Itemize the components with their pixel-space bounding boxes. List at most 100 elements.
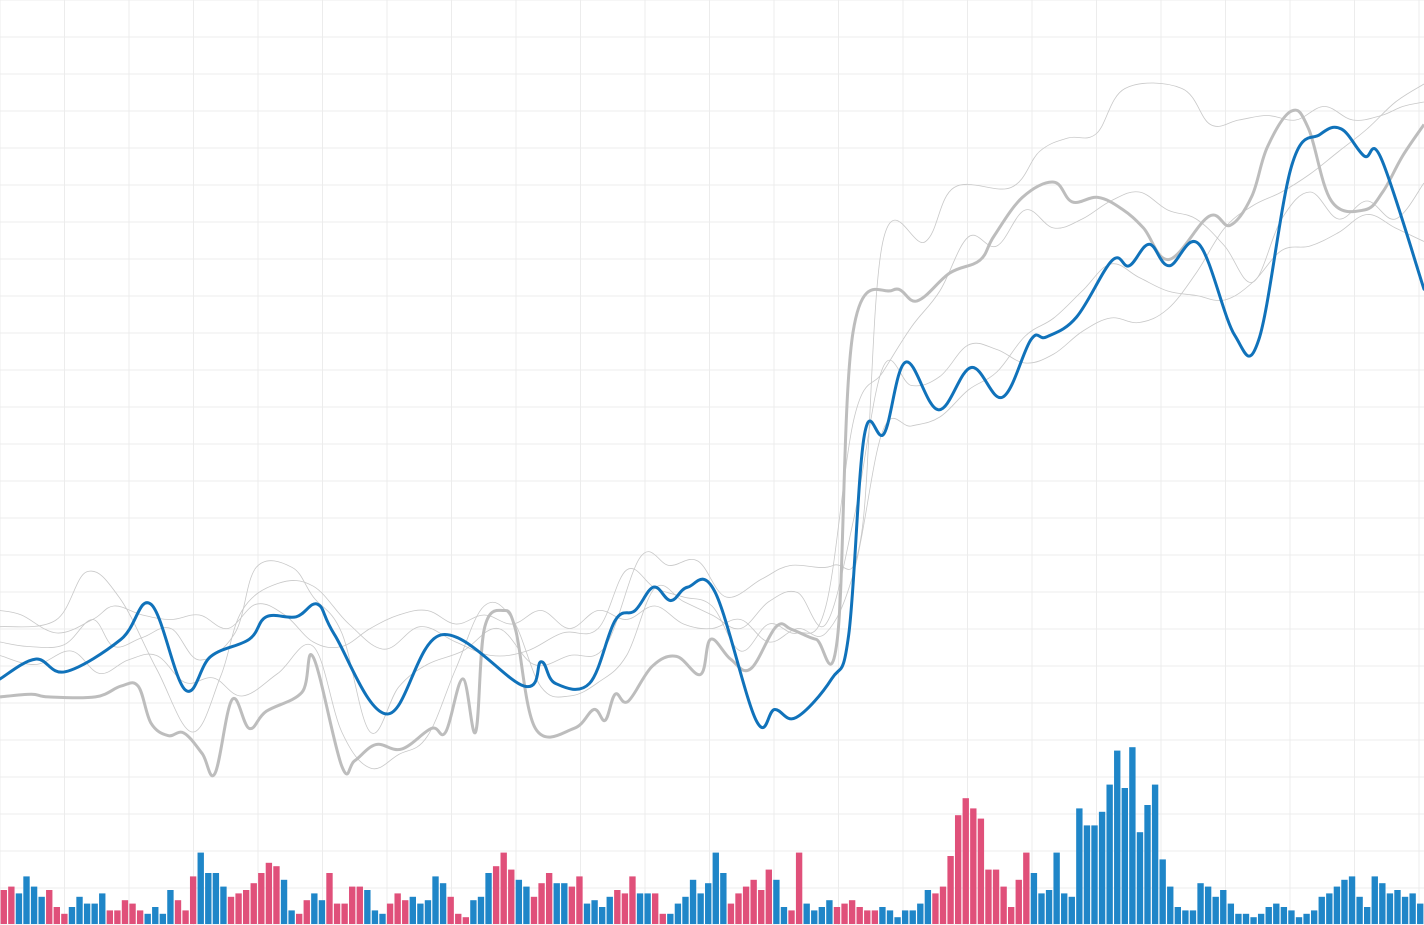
ghost-series-group [0,82,1424,770]
volume-bar [712,852,719,924]
volume-bar [932,893,939,924]
volume-bar [720,873,727,924]
volume-bar [682,896,689,924]
volume-bar [8,886,15,924]
volume-bar [1417,903,1424,924]
volume-bar [1136,832,1144,924]
volume-bar [1265,907,1272,924]
volume-bar [1204,886,1212,924]
volume-bar [250,883,257,924]
volume-bar [409,896,416,924]
volume-bar [462,917,470,924]
volume-bar [152,907,159,924]
volume-bar [114,910,121,924]
volume-bar [402,900,409,924]
volume-bar [765,869,772,924]
volume-bar [1341,879,1348,924]
volume-bar [311,893,318,924]
volume-bar [197,852,204,924]
volume-bar [886,910,894,924]
volume-bar [1326,893,1333,924]
ghost-series-line-2 [0,82,1424,734]
volume-bar [1348,876,1356,924]
volume-bar [1083,825,1091,924]
volume-bar [30,886,38,924]
volume-bar [833,907,841,924]
volume-bar [83,903,91,924]
volume-bar [500,852,507,924]
volume-bar [417,903,424,924]
volume-bar [508,869,515,924]
volume-bar [349,886,356,924]
volume-bar [326,873,333,924]
volume-bar [1129,747,1136,924]
volume-bar [1333,886,1341,924]
volume-bar [864,910,871,924]
volume-bar [53,907,60,924]
volume-bar [985,869,992,924]
volume-bar [591,900,598,924]
volume-bar [455,913,462,924]
volume-bar [1068,896,1075,924]
volume-bar [735,893,742,924]
volume-bar [1091,825,1098,924]
volume-bar [947,856,954,924]
volume-bar [1151,784,1159,924]
volume-bar [583,903,591,924]
volume-bar [99,893,106,924]
volume-bar [242,890,250,924]
volume-bar [470,900,477,924]
volume-bar [189,876,197,924]
volume-bar [235,893,242,924]
volume-bar [1379,883,1386,924]
volume-bar [1227,903,1235,924]
volume-bar [598,907,606,924]
volume-bar [76,896,83,924]
volume-bar [379,913,386,924]
volume-bar [167,890,174,924]
volume-bar [811,910,818,924]
volume-bar [1220,890,1227,924]
volume-bar [386,903,394,924]
volume-bar [553,883,560,924]
volume-bar [1053,852,1060,924]
reference-series-line [0,108,1424,778]
volume-bars-group [0,747,1424,924]
volume-bar [970,808,977,924]
volume-bar [1159,859,1166,924]
volume-bar [1303,913,1310,924]
volume-bar [91,903,98,924]
volume-bar [1008,907,1015,924]
volume-bar [636,893,644,924]
volume-bar [1318,896,1325,924]
volume-bar [144,913,151,924]
volume-bar [371,910,379,924]
volume-bar [1061,893,1068,924]
volume-bar [220,886,227,924]
volume-bar [1273,903,1280,924]
volume-bar [674,903,682,924]
volume-bar [879,907,886,924]
ghost-series-line-1 [0,182,1424,733]
volume-bar [15,893,23,924]
reference-series-group [0,108,1424,778]
volume-bar [659,913,666,924]
volume-bar [136,910,144,924]
volume-bar [1310,910,1318,924]
volume-bar [1015,879,1022,924]
volume-bar [258,873,265,924]
volume-bar [106,910,114,924]
volume-bar [1182,910,1189,924]
volume-bar [705,883,712,924]
volume-bar [424,900,432,924]
volume-bar [871,910,879,924]
volume-bar [1356,896,1363,924]
volume-bar [1076,808,1083,924]
volume-bar [439,883,447,924]
volume-bar [689,879,697,924]
volume-bar [962,798,969,924]
volume-bar [614,890,621,924]
volume-bar [182,910,189,924]
volume-bar [1288,910,1295,924]
